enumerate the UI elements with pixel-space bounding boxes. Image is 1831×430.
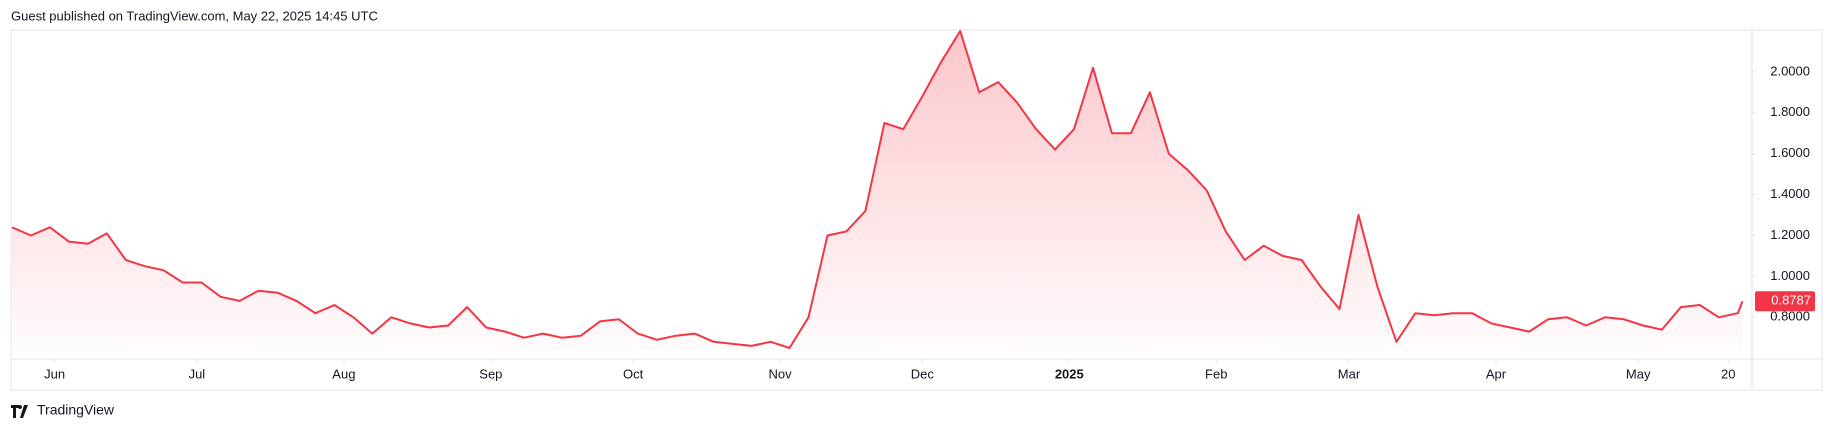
last-price-badge <box>1755 291 1815 312</box>
x-tick-label: Dec <box>911 366 935 381</box>
x-tick-label: Feb <box>1205 366 1227 381</box>
y-tick-label: 0.8000 <box>1770 309 1810 324</box>
x-tick-label: Aug <box>332 366 355 381</box>
last-price-label: 0.8787 <box>1771 293 1811 308</box>
x-tick-label: Nov <box>769 366 793 381</box>
y-tick-label: 2.0000 <box>1770 63 1810 78</box>
x-tick-label: 20 <box>1721 366 1735 381</box>
x-tick-label: Apr <box>1486 366 1507 381</box>
y-tick-label: 1.4000 <box>1770 186 1810 201</box>
x-tick-label: May <box>1626 366 1651 381</box>
x-tick-label: 2025 <box>1055 366 1084 381</box>
y-tick-label: 1.2000 <box>1770 227 1810 242</box>
price-line <box>11 30 1744 349</box>
area-fill <box>12 31 1743 350</box>
y-tick-label: 1.0000 <box>1770 268 1810 283</box>
x-tick-label: Jul <box>189 366 206 381</box>
x-tick-label: Jun <box>44 366 65 381</box>
x-tick-label: Mar <box>1338 366 1361 381</box>
publish-header: Guest published on TradingView.com, May … <box>11 8 378 23</box>
x-tick-label: Sep <box>479 366 502 381</box>
x-tick-label: Oct <box>623 366 644 381</box>
y-tick-label: 1.8000 <box>1770 104 1810 119</box>
y-tick-label: 1.6000 <box>1770 145 1810 160</box>
chart-frame <box>10 29 1823 391</box>
brand-name: TradingView <box>37 402 115 418</box>
tv-logo <box>11 405 28 418</box>
